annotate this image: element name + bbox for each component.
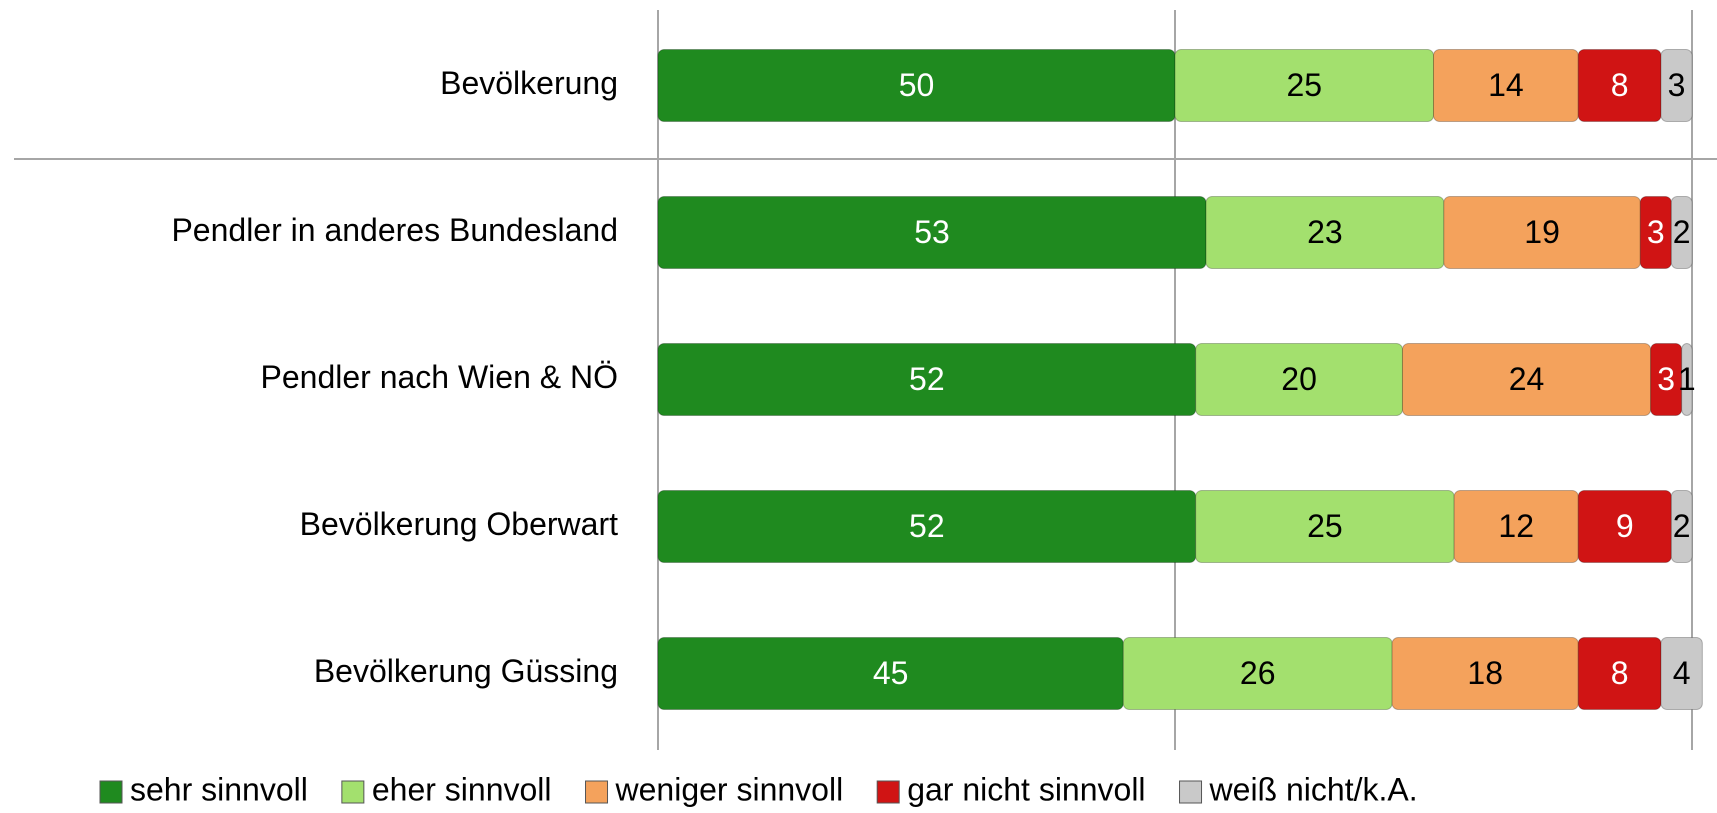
legend-swatch <box>585 780 609 804</box>
legend-label: sehr sinnvoll <box>130 771 308 807</box>
category-label: Bevölkerung <box>440 65 618 101</box>
data-label: 4 <box>1673 655 1691 691</box>
data-label: 52 <box>909 361 945 397</box>
category-label: Bevölkerung Güssing <box>314 653 618 689</box>
data-label: 45 <box>873 655 909 691</box>
data-label: 3 <box>1647 214 1665 250</box>
bar-segment <box>1670 490 1693 563</box>
bar-segment <box>1660 637 1703 710</box>
data-label: 8 <box>1611 67 1629 103</box>
legend-label: gar nicht sinnvoll <box>907 771 1145 807</box>
bar-segment <box>1670 196 1693 269</box>
bar-segment <box>1660 49 1693 122</box>
data-label: 1 <box>1678 361 1696 397</box>
data-label: 52 <box>909 508 945 544</box>
data-label: 24 <box>1509 361 1545 397</box>
legend-label: eher sinnvoll <box>372 771 552 807</box>
data-label: 3 <box>1668 67 1686 103</box>
data-label: 25 <box>1286 67 1322 103</box>
data-label: 9 <box>1616 508 1634 544</box>
data-label: 19 <box>1524 214 1560 250</box>
data-label: 20 <box>1281 361 1317 397</box>
bar-segment <box>1681 343 1693 416</box>
legend-swatch <box>1179 780 1203 804</box>
legend-label: weniger sinnvoll <box>615 771 844 807</box>
legend-swatch <box>341 780 365 804</box>
bar-segment <box>657 490 1197 563</box>
category-label: Pendler in anderes Bundesland <box>171 212 618 248</box>
data-label: 12 <box>1498 508 1534 544</box>
data-label: 2 <box>1673 214 1691 250</box>
data-label: 25 <box>1307 508 1343 544</box>
data-label: 23 <box>1307 214 1343 250</box>
data-label: 8 <box>1611 655 1629 691</box>
bar-segment <box>1443 196 1641 269</box>
legend-swatch <box>876 780 900 804</box>
data-label: 3 <box>1657 361 1675 397</box>
legend-swatch <box>99 780 123 804</box>
data-label: 50 <box>899 67 935 103</box>
data-label: 18 <box>1467 655 1503 691</box>
bar-segment <box>657 343 1197 416</box>
data-label: 26 <box>1240 655 1276 691</box>
data-label: 2 <box>1673 508 1691 544</box>
category-label: Bevölkerung Oberwart <box>300 506 618 542</box>
category-label: Pendler nach Wien & NÖ <box>261 359 619 395</box>
data-label: 53 <box>914 214 950 250</box>
data-label: 14 <box>1488 67 1524 103</box>
legend-label: weiß nicht/k.A. <box>1209 771 1418 807</box>
